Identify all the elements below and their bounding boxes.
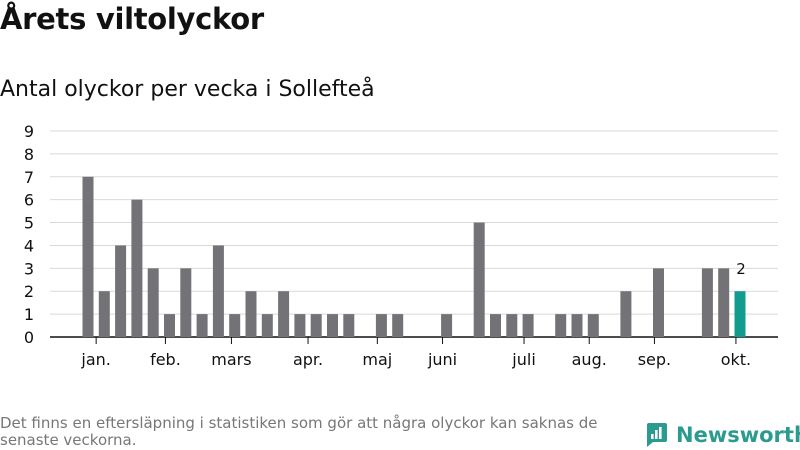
x-tick-label: juli (511, 350, 535, 369)
bar (718, 268, 730, 337)
bar (212, 245, 224, 337)
chart-title: Årets viltolyckor (0, 2, 264, 36)
bar (147, 268, 159, 337)
bar (343, 314, 355, 337)
y-tick-label: 0 (24, 328, 34, 347)
bar (701, 268, 713, 337)
x-tick-label: juni (427, 350, 457, 369)
brand-name: Newsworthy (676, 423, 800, 447)
bar (131, 199, 143, 337)
bar (278, 291, 290, 337)
bar (653, 268, 664, 337)
x-tick-label: okt. (721, 350, 751, 369)
bar (164, 314, 175, 337)
bar (294, 314, 306, 337)
y-tick-label: 6 (24, 191, 34, 210)
y-tick-label: 3 (24, 259, 34, 278)
y-tick-label: 1 (24, 305, 34, 324)
y-axis-ticks: 0 1 2 3 4 5 6 7 8 9 (24, 122, 34, 347)
bar (490, 314, 501, 337)
data-labels: 2 (736, 260, 746, 278)
bar (180, 268, 192, 337)
bar (620, 291, 632, 337)
bar-chart: 0 1 2 3 4 5 6 7 8 9 jan. feb. mars apr. maj juni juli au… (24, 122, 778, 369)
x-tick-label: feb. (150, 350, 181, 369)
bar (555, 314, 567, 337)
bar (229, 314, 241, 337)
gridlines (50, 130, 778, 338)
y-tick-label: 7 (24, 168, 34, 187)
bar (392, 314, 404, 337)
y-tick-label: 2 (24, 282, 34, 301)
data-label: 2 (736, 260, 746, 278)
bar (98, 291, 110, 337)
x-tick-label: maj (362, 350, 392, 369)
newsworthy-logo-icon (647, 423, 667, 447)
x-tick-label: aug. (572, 350, 607, 369)
bar (115, 245, 127, 337)
bar (261, 314, 273, 337)
bar (310, 314, 322, 337)
bar (473, 222, 485, 337)
bar (522, 314, 534, 337)
bar (245, 291, 257, 337)
bars (82, 176, 746, 337)
bar (375, 314, 387, 337)
x-tick-label: mars (211, 350, 251, 369)
footnote: Det finns en eftersläpning i statistiken… (0, 414, 598, 449)
x-axis-ticks: jan. feb. mars apr. maj juni juli aug. sep. okt. (80, 337, 751, 369)
bar-highlight (734, 291, 746, 337)
bar (441, 314, 453, 337)
chart-subtitle: Antal olyckor per vecka i Sollefteå (0, 77, 375, 102)
bar (506, 314, 518, 337)
y-tick-label: 8 (24, 145, 34, 164)
y-tick-label: 9 (24, 122, 34, 141)
y-tick-label: 5 (24, 214, 34, 233)
bar (82, 176, 94, 337)
bar (587, 314, 599, 337)
y-tick-label: 4 (24, 236, 34, 255)
bar (196, 314, 208, 337)
x-tick-label: apr. (293, 350, 323, 369)
x-tick-label: jan. (80, 350, 110, 369)
brand-logo[interactable]: Newsworthy (644, 420, 800, 450)
bar (327, 314, 338, 337)
x-tick-label: sep. (638, 350, 671, 369)
bar (571, 314, 583, 337)
